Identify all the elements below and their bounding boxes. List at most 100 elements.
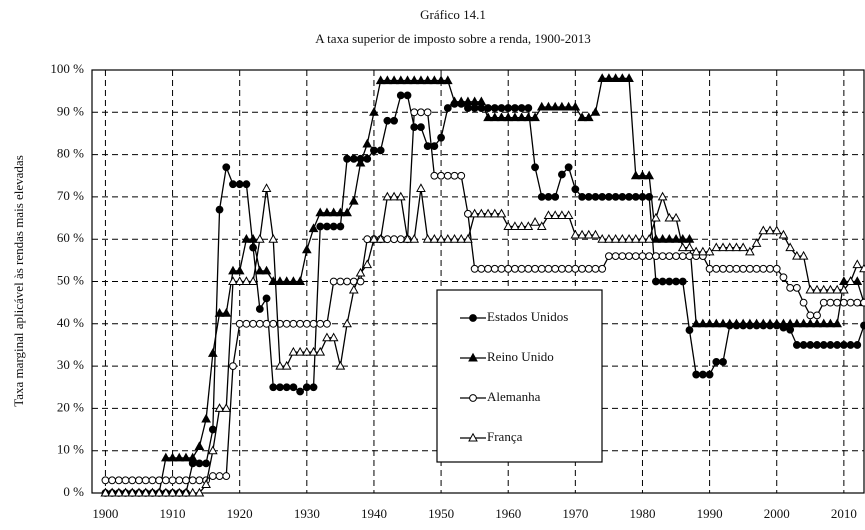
marker bbox=[269, 319, 278, 328]
marker bbox=[255, 305, 264, 313]
y-tick-label: 100 % bbox=[50, 61, 84, 76]
marker bbox=[638, 252, 647, 261]
marker bbox=[281, 360, 292, 370]
marker bbox=[316, 222, 325, 231]
marker bbox=[275, 276, 285, 285]
marker bbox=[833, 341, 842, 349]
marker bbox=[484, 264, 492, 273]
marker bbox=[677, 242, 688, 252]
marker bbox=[402, 75, 413, 85]
marker bbox=[719, 357, 727, 366]
marker bbox=[335, 207, 346, 217]
marker bbox=[463, 96, 473, 106]
marker bbox=[812, 284, 822, 294]
marker bbox=[578, 193, 586, 201]
marker bbox=[637, 233, 648, 243]
marker bbox=[423, 108, 432, 117]
marker bbox=[698, 246, 708, 256]
marker bbox=[323, 319, 331, 328]
marker bbox=[852, 259, 863, 269]
marker bbox=[442, 233, 453, 243]
marker bbox=[160, 487, 171, 497]
marker bbox=[309, 383, 318, 392]
marker bbox=[610, 73, 621, 82]
marker bbox=[563, 210, 574, 220]
marker bbox=[785, 318, 796, 328]
marker bbox=[181, 452, 191, 462]
marker bbox=[578, 264, 586, 273]
marker bbox=[698, 370, 707, 379]
marker bbox=[719, 264, 727, 273]
marker bbox=[477, 264, 486, 273]
marker bbox=[765, 225, 775, 235]
marker bbox=[269, 383, 278, 392]
marker bbox=[229, 180, 237, 189]
marker bbox=[282, 319, 291, 328]
marker bbox=[335, 360, 346, 370]
marker bbox=[395, 191, 406, 201]
marker bbox=[135, 476, 143, 485]
marker bbox=[449, 96, 460, 106]
marker bbox=[530, 217, 540, 226]
marker bbox=[583, 229, 594, 239]
marker bbox=[194, 441, 205, 450]
marker bbox=[724, 242, 735, 252]
marker bbox=[228, 265, 238, 275]
marker bbox=[160, 452, 171, 462]
marker bbox=[644, 233, 655, 243]
marker bbox=[134, 487, 144, 497]
marker bbox=[597, 73, 608, 82]
marker bbox=[489, 112, 500, 122]
marker bbox=[510, 221, 520, 231]
marker bbox=[516, 112, 527, 122]
marker bbox=[489, 208, 500, 218]
marker bbox=[503, 112, 514, 122]
marker bbox=[625, 252, 633, 261]
marker bbox=[429, 233, 440, 243]
marker bbox=[114, 476, 123, 485]
marker bbox=[825, 318, 836, 328]
marker bbox=[422, 75, 433, 85]
marker bbox=[187, 487, 198, 497]
marker bbox=[208, 472, 217, 480]
marker bbox=[685, 326, 694, 335]
marker bbox=[215, 205, 224, 214]
x-tick-label: 1910 bbox=[160, 506, 186, 521]
marker bbox=[234, 265, 245, 275]
marker bbox=[558, 170, 566, 179]
marker bbox=[403, 91, 412, 100]
marker bbox=[316, 319, 325, 328]
marker bbox=[705, 264, 714, 273]
marker bbox=[651, 277, 660, 286]
marker bbox=[598, 264, 607, 273]
marker bbox=[771, 318, 782, 328]
marker bbox=[786, 325, 795, 334]
marker bbox=[511, 104, 519, 112]
marker bbox=[302, 383, 311, 392]
marker bbox=[786, 283, 795, 292]
marker bbox=[543, 210, 554, 220]
marker bbox=[235, 319, 244, 328]
y-tick-label: 0 % bbox=[63, 484, 84, 499]
marker bbox=[464, 209, 472, 218]
marker bbox=[248, 233, 258, 243]
marker bbox=[343, 277, 351, 286]
x-tick-label: 2010 bbox=[831, 506, 857, 521]
marker bbox=[812, 318, 822, 328]
marker bbox=[295, 276, 305, 285]
marker bbox=[604, 73, 614, 82]
marker bbox=[376, 146, 385, 155]
marker bbox=[557, 101, 567, 111]
x-tick-label: 1950 bbox=[428, 506, 454, 521]
marker bbox=[222, 163, 231, 172]
marker bbox=[456, 96, 467, 106]
marker bbox=[537, 264, 546, 273]
marker bbox=[839, 284, 849, 294]
marker bbox=[108, 476, 117, 485]
marker bbox=[476, 96, 487, 106]
marker bbox=[846, 298, 855, 307]
marker bbox=[510, 112, 520, 122]
marker bbox=[859, 263, 865, 273]
marker bbox=[370, 146, 378, 155]
marker bbox=[819, 298, 828, 307]
